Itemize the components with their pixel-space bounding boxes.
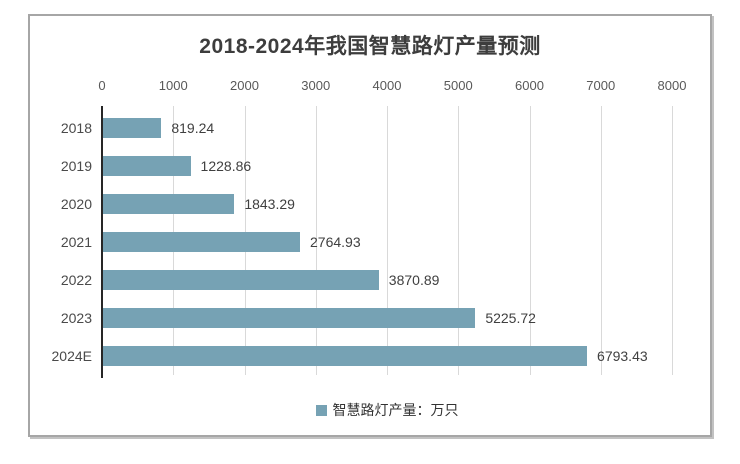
legend-label: 智慧路灯产量：万只 (332, 402, 459, 418)
bar (103, 308, 476, 328)
value-label: 5225.72 (485, 310, 536, 326)
category-label: 2018 (60, 120, 92, 136)
bar (103, 194, 235, 214)
x-axis-tick-label: 2000 (230, 78, 259, 93)
gridline (529, 106, 531, 375)
x-axis-tick-label: 7000 (586, 78, 616, 93)
x-axis-tick-label: 8000 (657, 78, 687, 93)
legend: 智慧路灯产量：万只 (102, 400, 672, 420)
x-axis-tick-label: 3000 (301, 78, 331, 93)
bar (103, 270, 379, 290)
plot-area: 0 1000 2000 3000 4000 5000 6000 7000 8000 2018 81… (30, 16, 710, 435)
chart-title: 2018-2024年我国智慧路灯产量预测 (199, 35, 541, 58)
x-axis-tick-label: 0 (98, 78, 106, 93)
legend-swatch-icon (315, 404, 327, 416)
value-label: 3870.89 (388, 272, 440, 288)
gridline (315, 106, 317, 375)
category-label: 2023 (60, 310, 92, 326)
category-label: 2024E (51, 348, 92, 364)
x-axis-tick-label: 1000 (158, 78, 188, 93)
bar (103, 346, 588, 366)
gridline (600, 106, 602, 375)
value-label: 819.24 (171, 120, 215, 136)
value-label: 1843.29 (244, 196, 295, 212)
gridline (672, 106, 673, 375)
x-axis-tick-label: 5000 (443, 78, 473, 93)
gridline (387, 106, 388, 375)
gridline (458, 106, 460, 375)
category-label: 2021 (60, 234, 92, 250)
bar (103, 156, 191, 176)
category-label: 2019 (60, 158, 92, 174)
x-axis-tick-label: 4000 (372, 78, 402, 93)
x-axis-tick-label: 6000 (515, 78, 544, 93)
bar (103, 118, 162, 138)
value-label: 6793.43 (597, 348, 648, 364)
bar (103, 232, 300, 252)
value-label: 2764.93 (310, 234, 361, 250)
category-label: 2020 (60, 196, 92, 212)
chart-card: 2018-2024年我国智慧路灯产量预测 0 1000 2000 3000 4000 50… (28, 14, 712, 437)
y-axis-line (101, 106, 103, 378)
value-label: 1228.86 (200, 158, 252, 174)
category-label: 2022 (60, 272, 92, 288)
